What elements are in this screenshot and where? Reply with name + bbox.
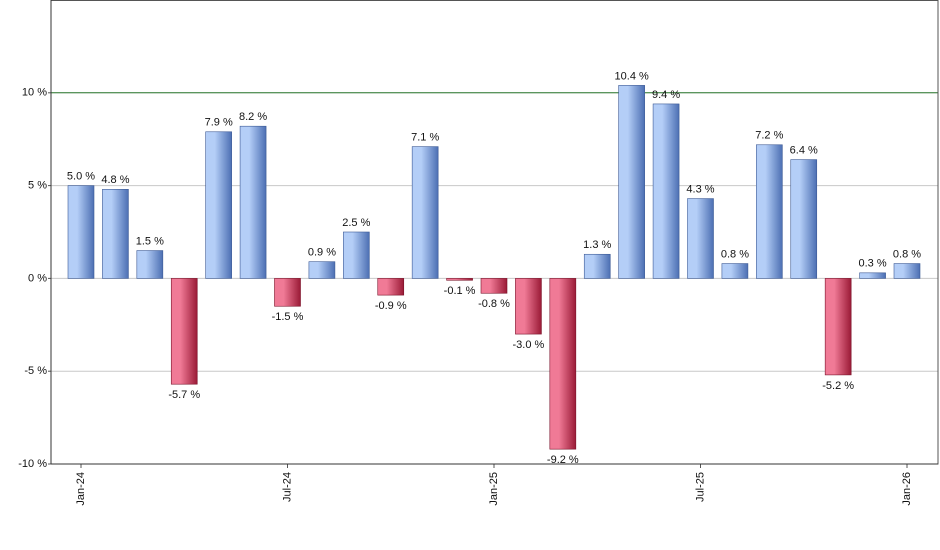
bar bbox=[756, 144, 783, 279]
bar bbox=[790, 159, 818, 279]
bar bbox=[308, 261, 336, 279]
value-label: 4.8 % bbox=[101, 174, 129, 186]
value-label: -1.5 % bbox=[272, 311, 304, 323]
bar bbox=[67, 185, 95, 279]
bar bbox=[274, 278, 301, 307]
x-tick-label: Jan-25 bbox=[488, 472, 500, 506]
value-label: -5.2 % bbox=[822, 380, 854, 392]
value-label: 0.8 % bbox=[893, 248, 921, 260]
bar bbox=[583, 253, 611, 279]
bar bbox=[515, 278, 542, 335]
bar bbox=[446, 278, 473, 281]
bar bbox=[205, 131, 232, 279]
bar bbox=[343, 231, 370, 279]
value-label: 2.5 % bbox=[342, 217, 370, 229]
value-label: 10.4 % bbox=[615, 70, 649, 82]
value-label: 6.4 % bbox=[790, 145, 818, 157]
bar bbox=[239, 125, 267, 279]
value-label: -3.0 % bbox=[513, 339, 545, 351]
value-label: 0.8 % bbox=[721, 248, 749, 260]
value-label: 7.2 % bbox=[755, 130, 783, 142]
value-label: 8.2 % bbox=[239, 111, 267, 123]
bar bbox=[102, 189, 129, 279]
bar bbox=[549, 278, 577, 450]
value-label: -0.8 % bbox=[478, 298, 510, 310]
value-label: 9.4 % bbox=[652, 89, 680, 101]
value-label: -9.2 % bbox=[547, 454, 579, 466]
value-label: 5.0 % bbox=[67, 171, 95, 183]
y-tick-label: 10 % bbox=[22, 87, 47, 99]
value-label: -5.7 % bbox=[168, 389, 200, 401]
bar bbox=[824, 278, 852, 376]
bar bbox=[893, 263, 921, 279]
x-tick-label: Jan-26 bbox=[901, 472, 913, 506]
y-tick-label: 0 % bbox=[28, 272, 47, 284]
bar bbox=[859, 272, 886, 279]
value-label: -0.9 % bbox=[375, 300, 407, 312]
y-tick-label: 5 % bbox=[28, 180, 47, 192]
value-label: 7.1 % bbox=[411, 132, 439, 144]
value-label: 1.3 % bbox=[583, 239, 611, 251]
bar bbox=[652, 103, 680, 279]
value-label: 4.3 % bbox=[686, 183, 714, 195]
value-label: 1.5 % bbox=[136, 235, 164, 247]
bar bbox=[170, 278, 198, 385]
bar bbox=[136, 250, 164, 279]
value-label: -0.1 % bbox=[444, 285, 476, 297]
y-tick-label: -10 % bbox=[18, 458, 47, 470]
y-tick-label: -5 % bbox=[24, 365, 47, 377]
bar bbox=[721, 263, 749, 279]
value-label: 0.9 % bbox=[308, 247, 336, 259]
bar bbox=[377, 278, 405, 296]
bar bbox=[480, 278, 508, 294]
bar bbox=[411, 146, 439, 279]
x-tick-label: Jul-25 bbox=[694, 472, 706, 502]
value-label: 7.9 % bbox=[205, 117, 233, 129]
x-tick-label: Jan-24 bbox=[75, 472, 87, 506]
value-label: 0.3 % bbox=[859, 258, 887, 270]
x-tick-label: Jul-24 bbox=[281, 472, 293, 502]
bar bbox=[687, 198, 714, 279]
bar bbox=[618, 85, 645, 279]
